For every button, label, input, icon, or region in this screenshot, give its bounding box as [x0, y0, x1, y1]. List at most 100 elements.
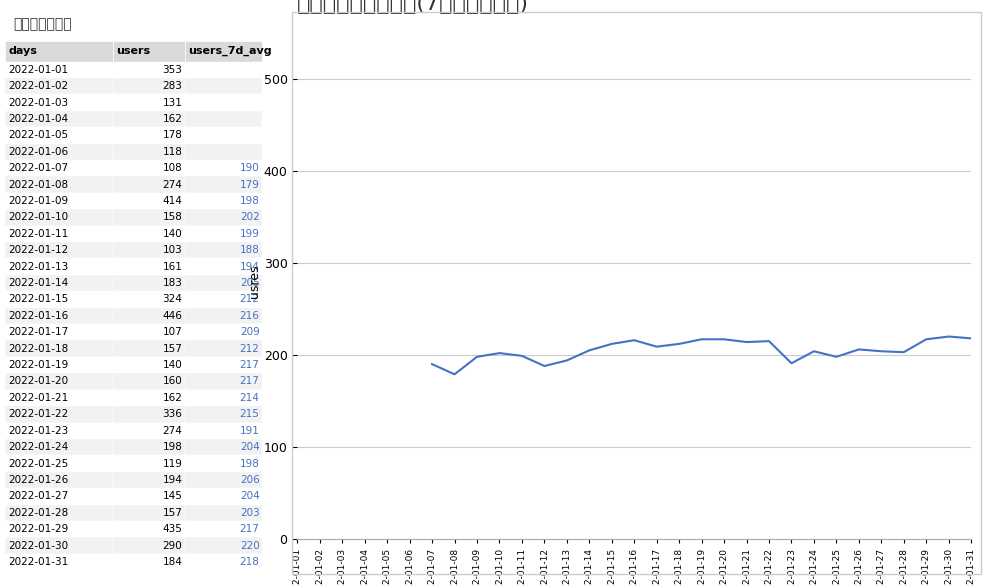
Bar [5, 275, 113, 291]
Text: 183: 183 [163, 278, 182, 288]
Bar [113, 488, 185, 505]
Bar [5, 78, 113, 94]
Bar [185, 209, 263, 226]
Bar [113, 340, 185, 357]
Text: 2022-01-19: 2022-01-19 [8, 360, 68, 370]
Text: 435: 435 [163, 524, 182, 534]
Text: 214: 214 [240, 393, 260, 403]
Text: 2022-01-14: 2022-01-14 [8, 278, 68, 288]
Bar [5, 226, 113, 242]
Bar [185, 521, 263, 537]
Bar [5, 144, 113, 160]
Bar [185, 275, 263, 291]
Text: 157: 157 [163, 507, 182, 518]
Text: 140: 140 [163, 229, 182, 239]
Text: 108: 108 [163, 163, 182, 173]
Bar [185, 193, 263, 209]
Text: 205: 205 [240, 278, 260, 288]
Bar [5, 41, 113, 62]
Bar [113, 537, 185, 554]
Bar [5, 505, 113, 521]
Text: 118: 118 [163, 146, 182, 157]
Text: 2022-01-18: 2022-01-18 [8, 343, 68, 354]
Text: 283: 283 [163, 81, 182, 91]
Bar [113, 193, 185, 209]
Bar [113, 62, 185, 78]
Text: 2022-01-05: 2022-01-05 [8, 130, 68, 141]
Bar [5, 554, 113, 570]
Text: 203: 203 [240, 507, 260, 518]
Text: 2022-01-12: 2022-01-12 [8, 245, 68, 255]
Text: 199: 199 [240, 229, 260, 239]
Text: 206: 206 [240, 475, 260, 485]
Text: 446: 446 [163, 311, 182, 321]
Bar [5, 357, 113, 373]
Bar [185, 144, 263, 160]
Bar [113, 406, 185, 423]
Text: 217: 217 [240, 360, 260, 370]
Text: 204: 204 [240, 442, 260, 452]
Bar [113, 176, 185, 193]
Text: 217: 217 [240, 524, 260, 534]
Bar [185, 94, 263, 111]
Bar [185, 439, 263, 455]
Text: 2022-01-02: 2022-01-02 [8, 81, 68, 91]
Bar [5, 455, 113, 472]
Bar [185, 406, 263, 423]
Text: 218: 218 [240, 557, 260, 567]
Text: users_7d_avg: users_7d_avg [188, 46, 272, 56]
Bar [113, 357, 185, 373]
Bar [185, 242, 263, 258]
Text: 2022-01-22: 2022-01-22 [8, 409, 68, 420]
Text: 2022-01-27: 2022-01-27 [8, 491, 68, 502]
Bar [113, 111, 185, 127]
Bar [113, 127, 185, 144]
Bar [185, 160, 263, 176]
Text: 2022-01-29: 2022-01-29 [8, 524, 68, 534]
Bar [5, 340, 113, 357]
Text: 2022-01-11: 2022-01-11 [8, 229, 68, 239]
Bar [113, 41, 185, 62]
Bar [185, 308, 263, 324]
Bar [5, 127, 113, 144]
Text: 184: 184 [163, 557, 182, 567]
Bar [113, 160, 185, 176]
Bar [5, 308, 113, 324]
Text: 2022-01-28: 2022-01-28 [8, 507, 68, 518]
Text: 202: 202 [240, 212, 260, 223]
Bar [185, 390, 263, 406]
Bar [113, 521, 185, 537]
Bar [185, 423, 263, 439]
Bar [5, 242, 113, 258]
Text: 2022-01-21: 2022-01-21 [8, 393, 68, 403]
Bar [5, 193, 113, 209]
Text: days: days [8, 46, 37, 56]
Bar [5, 111, 113, 127]
Bar [5, 472, 113, 488]
Text: 324: 324 [163, 294, 182, 305]
Bar [185, 258, 263, 275]
Text: 353: 353 [163, 64, 182, 75]
Text: 140: 140 [163, 360, 182, 370]
Text: 157: 157 [163, 343, 182, 354]
Text: 198: 198 [163, 442, 182, 452]
Text: 2022-01-26: 2022-01-26 [8, 475, 68, 485]
Bar [113, 455, 185, 472]
Bar [5, 521, 113, 537]
Text: 178: 178 [163, 130, 182, 141]
Bar [5, 291, 113, 308]
Y-axis label: usres: usres [248, 264, 261, 298]
Text: 2022-01-25: 2022-01-25 [8, 458, 68, 469]
Bar [185, 340, 263, 357]
Bar [113, 472, 185, 488]
Bar [5, 537, 113, 554]
Bar [185, 324, 263, 340]
Bar [185, 505, 263, 521]
Bar [113, 78, 185, 94]
Text: 2022-01-30: 2022-01-30 [8, 540, 68, 551]
Bar [185, 472, 263, 488]
Bar [113, 505, 185, 521]
Text: 217: 217 [240, 376, 260, 387]
Text: 160: 160 [163, 376, 182, 387]
Text: 2022-01-10: 2022-01-10 [8, 212, 68, 223]
